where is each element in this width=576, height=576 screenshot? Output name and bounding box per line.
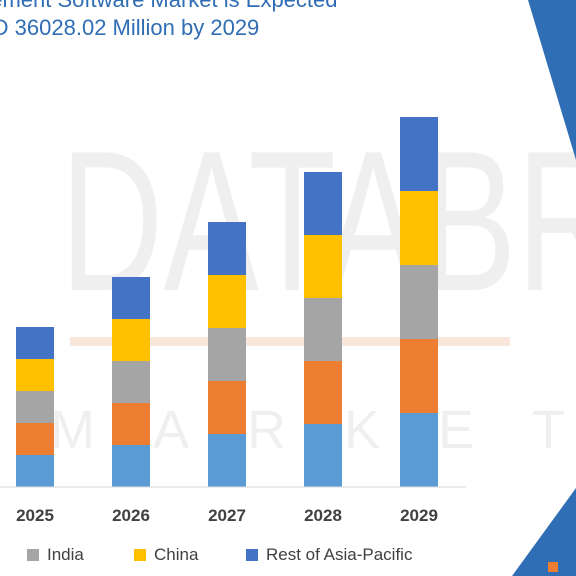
legend-item: Rest of Asia-Pacific	[246, 543, 412, 567]
chart-legend: India China Rest of Asia-Pacific	[0, 543, 576, 567]
chart-title-line-1: gement Software Market is Expected	[0, 0, 498, 14]
x-tick-label: 2029	[400, 506, 438, 525]
bar-segment-2029-series-2	[400, 265, 438, 339]
bar-segment-2028-series-4	[304, 172, 342, 235]
bar-segment-2028-series-0	[304, 424, 342, 487]
decor-triangle-bottom	[512, 488, 576, 576]
bar-segment-2029-series-1	[400, 339, 438, 413]
chart-title-line-2: SD 36028.02 Million by 2029	[0, 15, 260, 40]
legend-swatch	[246, 549, 258, 561]
decor-triangle-top	[528, 0, 576, 160]
bar-segment-2029-series-3	[400, 191, 438, 265]
x-tick-label: 2028	[304, 506, 342, 525]
bar-segment-2027-series-0	[208, 434, 246, 487]
bars-group	[16, 117, 438, 487]
legend-swatch	[134, 549, 146, 561]
bar-segment-2026-series-2	[112, 361, 150, 403]
bar-segment-2028-series-2	[304, 298, 342, 361]
bar-segment-2026-series-3	[112, 319, 150, 361]
bar-segment-2025-series-0	[16, 455, 54, 487]
x-tick-labels: 2025 2026 2027 2028 2029	[16, 506, 438, 525]
bar-segment-2026-series-4	[112, 277, 150, 319]
bar-segment-2025-series-3	[16, 359, 54, 391]
bar-segment-2028-series-3	[304, 235, 342, 298]
bar-segment-2025-series-4	[16, 327, 54, 359]
bar-segment-2026-series-0	[112, 445, 150, 487]
x-tick-label: 2025	[16, 506, 54, 525]
watermark-line	[70, 337, 510, 346]
bar-segment-2027-series-4	[208, 222, 246, 275]
legend-label: Rest of Asia-Pacific	[266, 545, 413, 564]
bar-segment-2025-series-1	[16, 423, 54, 455]
legend-label: India	[47, 545, 84, 564]
x-tick-label: 2026	[112, 506, 150, 525]
chart-title: gement Software Market is Expected SD 36…	[0, 0, 498, 42]
bar-segment-2027-series-1	[208, 381, 246, 434]
bar-segment-2029-series-0	[400, 413, 438, 487]
bar-segment-2027-series-3	[208, 275, 246, 328]
legend-item: China	[134, 543, 198, 567]
decor-square	[548, 562, 558, 572]
bar-segment-2027-series-2	[208, 328, 246, 381]
bar-segment-2029-series-4	[400, 117, 438, 191]
bar-segment-2025-series-2	[16, 391, 54, 423]
x-tick-label: 2027	[208, 506, 246, 525]
legend-swatch	[27, 549, 39, 561]
legend-label: China	[154, 545, 199, 564]
bar-segment-2026-series-1	[112, 403, 150, 445]
legend-item: India	[27, 543, 84, 567]
bar-segment-2028-series-1	[304, 361, 342, 424]
